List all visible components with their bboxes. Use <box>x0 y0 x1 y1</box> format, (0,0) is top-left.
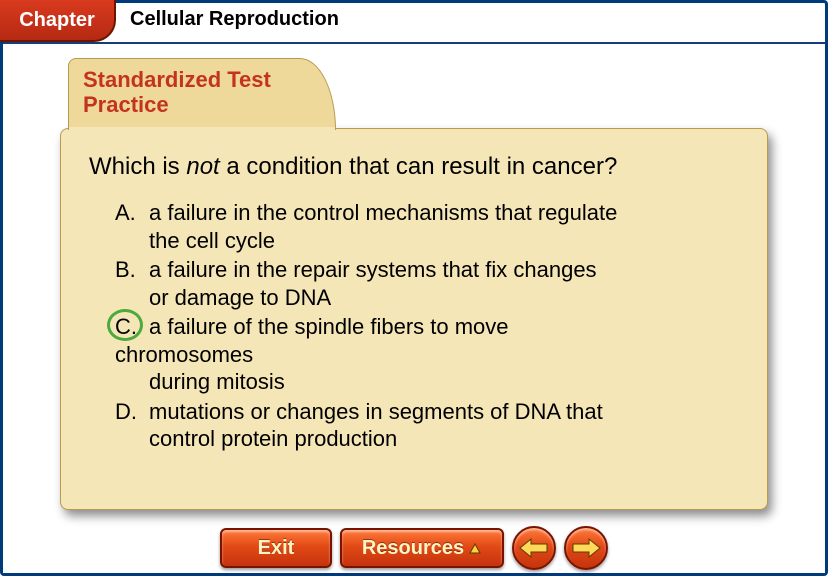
answer-b-line2: or damage to DNA <box>115 284 739 312</box>
answer-b-line1: a failure in the repair systems that fix… <box>149 257 597 282</box>
resources-button-label: Resources <box>362 537 464 560</box>
answer-c-line2: chromosomes <box>115 341 739 369</box>
answer-d-line1: mutations or changes in segments of DNA … <box>149 399 603 424</box>
answer-b[interactable]: B. a failure in the repair systems that … <box>115 256 739 284</box>
answer-letter-a: A. <box>115 199 145 227</box>
answer-a-line2: the cell cycle <box>115 227 739 255</box>
arrow-left-icon <box>519 537 549 559</box>
back-button[interactable] <box>512 526 556 570</box>
header-divider <box>3 42 825 44</box>
answer-c-line3: during mitosis <box>115 368 739 396</box>
exit-button-label: Exit <box>258 537 295 560</box>
arrow-right-icon <box>571 537 601 559</box>
section-title-line2: Practice <box>83 92 321 117</box>
answer-a[interactable]: A. a failure in the control mechanisms t… <box>115 199 739 227</box>
answer-d[interactable]: D. mutations or changes in segments of D… <box>115 398 739 426</box>
question-emphasis: not <box>186 153 219 180</box>
answer-d-line2: control protein production <box>115 425 739 453</box>
folder-tab: Standardized Test Practice <box>68 58 336 130</box>
folder-body: Which is not a condition that can result… <box>60 128 768 510</box>
dropdown-triangle-icon <box>468 541 482 555</box>
forward-button[interactable] <box>564 526 608 570</box>
chapter-tab: Chapter <box>0 0 116 42</box>
question-suffix: a condition that can result in cancer? <box>220 153 618 180</box>
question-prefix: Which is <box>89 153 186 180</box>
exit-button[interactable]: Exit <box>220 528 332 568</box>
content-folder: Standardized Test Practice Which is not … <box>60 58 768 510</box>
answer-letter-c: C. <box>115 313 145 341</box>
nav-bar: Exit Resources <box>3 523 825 573</box>
chapter-tab-label: Chapter <box>19 9 95 32</box>
section-title-line1: Standardized Test <box>83 67 321 92</box>
chapter-title: Cellular Reproduction <box>130 8 339 31</box>
answer-a-line1: a failure in the control mechanisms that… <box>149 200 617 225</box>
answer-c-line1: a failure of the spindle fibers to move <box>149 314 509 339</box>
question-text: Which is not a condition that can result… <box>89 153 739 181</box>
answer-list: A. a failure in the control mechanisms t… <box>115 199 739 453</box>
answer-letter-b: B. <box>115 256 145 284</box>
answer-c[interactable]: C. a failure of the spindle fibers to mo… <box>115 313 739 341</box>
resources-button[interactable]: Resources <box>340 528 504 568</box>
answer-letter-d: D. <box>115 398 145 426</box>
